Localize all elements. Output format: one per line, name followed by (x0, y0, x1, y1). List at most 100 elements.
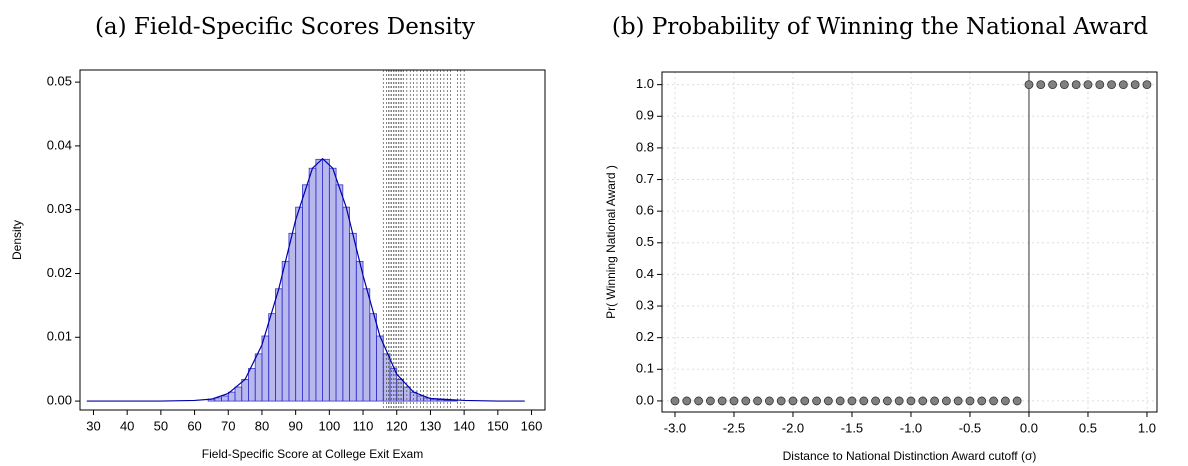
x-tick-label: 130 (420, 418, 442, 433)
point (1000, 396, 1010, 406)
point (953, 396, 963, 406)
y-tick-label: 0.9 (636, 108, 654, 123)
x-tick-label: 0.5 (1079, 420, 1097, 435)
bar (288, 232, 297, 402)
bar (214, 397, 222, 402)
bar (254, 353, 263, 402)
point (729, 396, 739, 406)
bar (248, 368, 256, 402)
point (1118, 80, 1128, 90)
x-tick-label: 0.0 (1020, 420, 1038, 435)
y-tick-label: 0.2 (636, 329, 654, 344)
bar (275, 288, 283, 402)
x-tick-label: 1.0 (1138, 420, 1156, 435)
point (670, 396, 680, 406)
x-tick-label: 110 (353, 418, 374, 433)
point (835, 396, 845, 406)
point (1036, 80, 1046, 90)
bar (234, 386, 243, 402)
bar (281, 260, 290, 402)
bar (369, 313, 377, 402)
point (812, 396, 821, 406)
y-tick-label: 1.0 (636, 76, 654, 91)
point (871, 396, 880, 406)
point (1024, 80, 1034, 90)
x-axis-label: Distance to National Distinction Award c… (783, 449, 1037, 463)
bar (241, 378, 249, 402)
x-tick-label: 90 (288, 418, 302, 433)
point (894, 396, 904, 406)
point (823, 396, 833, 406)
bar (227, 391, 236, 402)
y-tick-label: 0.04 (47, 137, 72, 152)
point (847, 396, 857, 406)
y-tick-label: 0.7 (636, 171, 654, 186)
point (1107, 80, 1116, 90)
point (764, 396, 774, 406)
x-tick-label: -2.5 (723, 420, 745, 435)
x-tick-label: 40 (120, 418, 134, 433)
bar (322, 158, 330, 402)
y-tick-label: 0.5 (636, 234, 654, 249)
chart-title: (a) Field-Specific Scores Density (95, 14, 475, 40)
x-tick-label: 50 (154, 418, 168, 433)
y-axis-label: Density (10, 220, 24, 260)
bar (443, 400, 452, 402)
y-tick-label: 0.01 (47, 329, 72, 344)
y-tick-label: 0.8 (636, 139, 654, 154)
bar (301, 184, 310, 402)
bar (349, 232, 357, 402)
bar (362, 288, 371, 402)
y-tick-label: 0.00 (47, 393, 72, 408)
point (882, 396, 892, 406)
point (941, 396, 951, 406)
point (1083, 80, 1093, 90)
y-tick-label: 0.1 (636, 361, 654, 376)
bar (268, 313, 276, 402)
point (776, 396, 786, 406)
y-axis-label: Pr( Winning National Award ) (604, 165, 618, 319)
bar (382, 353, 391, 402)
point (906, 396, 916, 406)
x-tick-label: 100 (318, 418, 340, 433)
point (1071, 80, 1081, 90)
point (1130, 80, 1140, 90)
x-tick-label: -1.0 (900, 420, 922, 435)
point (965, 396, 975, 406)
y-tick-label: 0.6 (636, 203, 654, 218)
point (930, 396, 939, 406)
point (1048, 80, 1057, 90)
x-tick-label: -1.5 (841, 420, 863, 435)
point (682, 396, 692, 406)
bar (308, 167, 317, 402)
bar (221, 395, 229, 402)
point (918, 396, 928, 406)
x-tick-label: -0.5 (959, 420, 981, 435)
x-tick-label: 70 (221, 418, 235, 433)
bar (295, 206, 303, 402)
point (1012, 396, 1022, 406)
bar (315, 158, 324, 402)
point (717, 396, 727, 406)
point (1142, 80, 1152, 90)
point (1095, 80, 1105, 90)
x-tick-label: 120 (386, 418, 408, 433)
bar (355, 260, 364, 402)
y-tick-label: 0.3 (636, 297, 654, 312)
bar (261, 335, 270, 402)
x-tick-label: 150 (487, 418, 509, 433)
bar (342, 206, 350, 402)
density-curve (86, 157, 525, 402)
y-tick-label: 0.02 (47, 265, 72, 280)
x-tick-label: 160 (521, 418, 543, 433)
plot-frame (661, 71, 1158, 413)
point (859, 396, 869, 406)
point (741, 396, 751, 406)
point (705, 396, 715, 406)
bar (328, 167, 337, 402)
x-tick-label: 30 (86, 418, 100, 433)
point (989, 396, 998, 406)
x-axis-label: Field-Specific Score at College Exit Exa… (202, 447, 423, 461)
y-tick-label: 0.05 (47, 74, 72, 89)
